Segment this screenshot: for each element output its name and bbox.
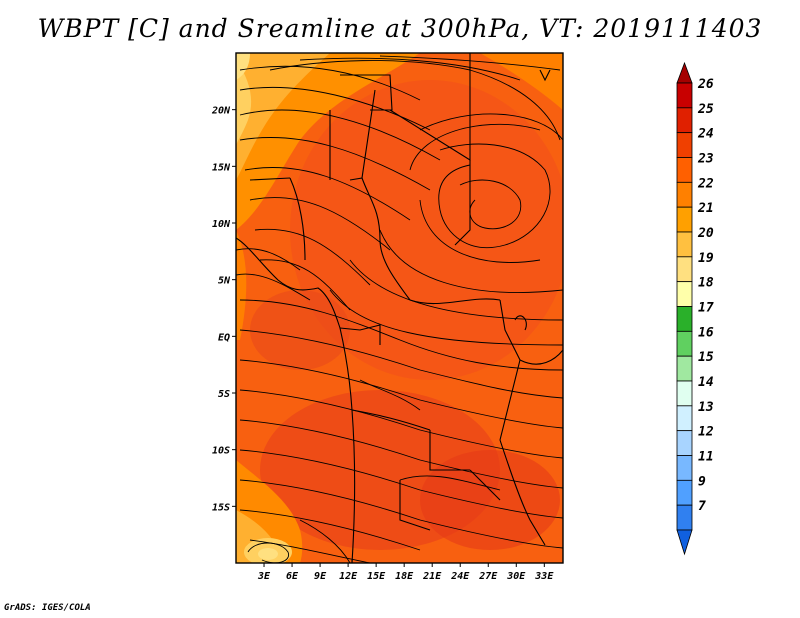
latitude-axis: 20N 15N 10N 5N EQ 5S 10S 15S [211, 106, 236, 513]
lon-tick-label: 30E [506, 571, 526, 582]
colorbar-label: 15 [698, 350, 714, 365]
colorbar-swatch [676, 181, 693, 208]
lat-tick-label: 10S [212, 446, 230, 457]
lon-tick-label: 9E [314, 571, 327, 582]
colorbar-swatch [676, 479, 693, 506]
lat-tick-label: 15N [212, 162, 231, 173]
lat-tick-label: EQ [218, 332, 230, 343]
lat-tick-label: 15S [212, 502, 230, 513]
map-field [236, 53, 563, 563]
colorbar-swatch [676, 132, 693, 158]
coastlines-borders [236, 53, 563, 563]
colorbar-label: 9 [698, 474, 706, 489]
lon-tick-label: 15E [367, 571, 386, 582]
colorbar-swatch [676, 157, 693, 183]
colorbar-swatch [676, 206, 693, 233]
lat-tick-label: 5S [218, 389, 230, 400]
colorbar-label: 12 [698, 425, 714, 440]
colorbar-label: 26 [697, 77, 714, 92]
longitude-axis: 3E 6E 9E 12E 15E 18E 21E 24E 27E 30E 33E [257, 563, 554, 582]
colorbar-swatch [676, 380, 693, 407]
lon-tick-label: 6E [286, 571, 299, 582]
lon-tick-label: 18E [395, 571, 414, 582]
colorbar-swatch [676, 405, 693, 432]
lon-tick-label: 12E [339, 571, 358, 582]
lon-tick-label: 24E [450, 571, 470, 582]
colorbar-swatch [676, 355, 693, 382]
footer-credit: GrADS: IGES/COLA [4, 603, 91, 613]
colorbar-swatch [676, 82, 693, 109]
colorbar-swatch [676, 231, 693, 258]
colorbar-swatch [676, 455, 693, 481]
colorbar-label: 20 [697, 226, 714, 241]
lon-tick-label: 21E [422, 571, 442, 582]
colorbar-label: 19 [698, 251, 714, 266]
colorbar-swatch [676, 107, 693, 134]
colorbar-label: 23 [697, 152, 714, 167]
colorbar-swatch [676, 430, 693, 456]
colorbar-label: 7 [698, 499, 706, 514]
streamlines [236, 55, 563, 563]
colorbar-label: 25 [697, 102, 714, 117]
colorbar-label: 16 [698, 325, 714, 340]
map-frame [235, 52, 564, 564]
colorbar-swatch [676, 306, 693, 332]
lat-tick-label: 5N [218, 276, 231, 287]
colorbar-swatch [676, 330, 693, 357]
colorbar-label: 22 [697, 176, 714, 191]
colorbar-label: 14 [698, 375, 714, 390]
colorbar-swatch [676, 281, 693, 307]
colorbar-label: 21 [697, 201, 714, 216]
colorbar-bottom-arrow [676, 529, 693, 556]
map-title: WBPT [C] and Sreamline at 300hPa, VT: 20… [37, 14, 763, 43]
colorbar-swatch [676, 256, 693, 283]
colorbar-top-arrow [676, 61, 693, 84]
colorbar-label: 17 [698, 301, 714, 316]
lat-tick-label: 10N [212, 219, 231, 230]
lat-tick-label: 20N [211, 106, 231, 117]
colorbar-label: 18 [698, 276, 714, 291]
lon-tick-label: 3E [257, 571, 271, 582]
colorbar-label: 11 [698, 450, 714, 465]
lon-tick-label: 33E [534, 571, 554, 582]
colorbar-label: 13 [698, 400, 714, 415]
colorbar-label: 24 [697, 127, 714, 142]
lon-tick-label: 27E [478, 571, 498, 582]
colorbar-swatch [676, 504, 693, 531]
